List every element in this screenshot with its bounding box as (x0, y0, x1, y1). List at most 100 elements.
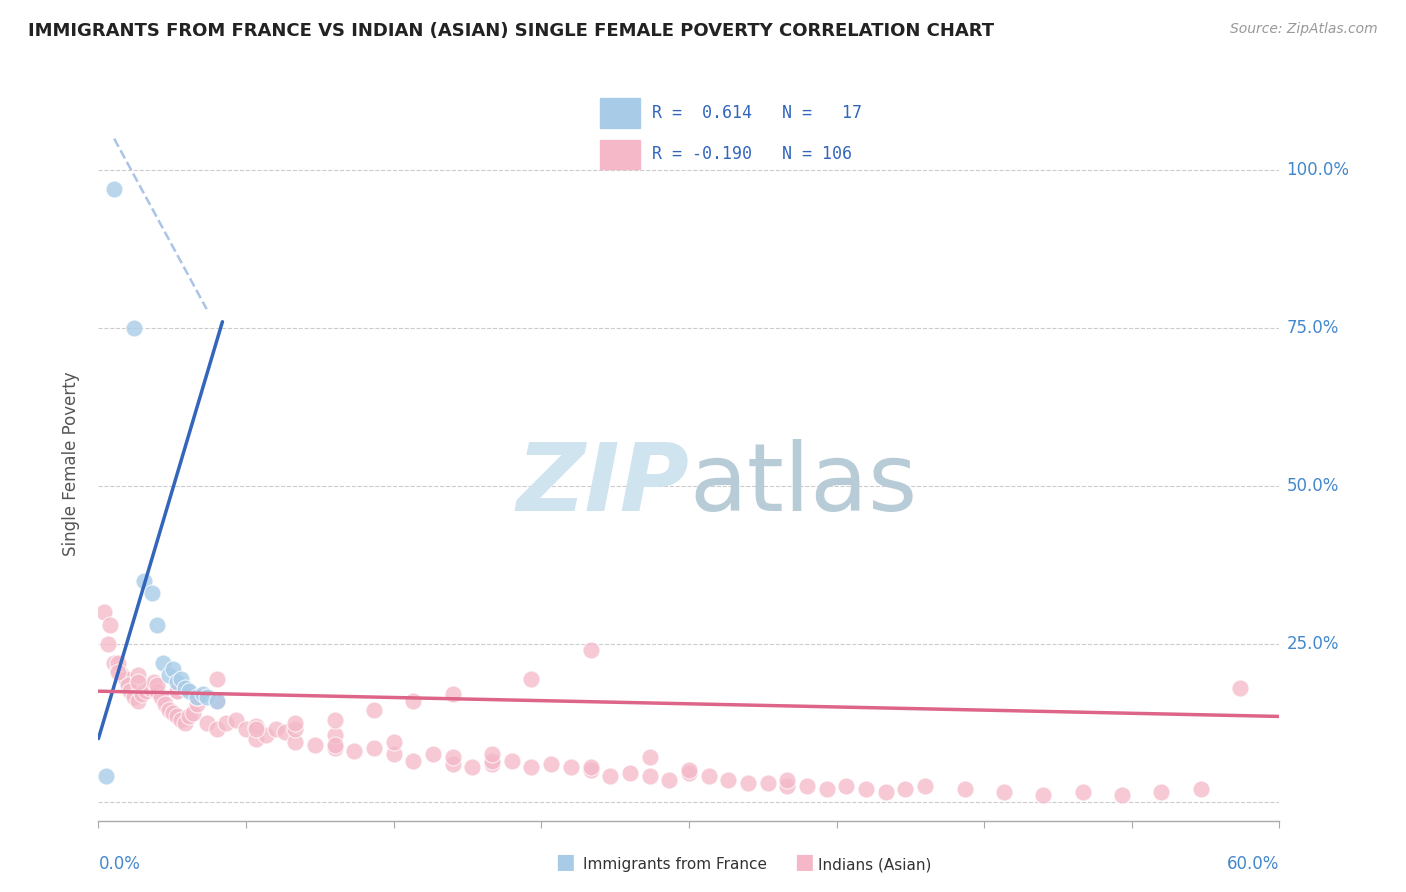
Point (619, 766, 641, 780)
Point (274, 725, 297, 739)
Text: 60.0%: 60.0% (1227, 855, 1279, 873)
Point (135, 684, 157, 698)
Point (678, 766, 700, 780)
Point (186, 690, 208, 705)
Point (1189, 782, 1212, 797)
Point (157, 668, 180, 682)
Point (599, 769, 621, 783)
Point (481, 756, 503, 771)
Text: ZIP: ZIP (516, 439, 689, 532)
Point (181, 706, 204, 721)
Point (441, 756, 464, 771)
Point (132, 574, 155, 588)
Point (150, 690, 173, 705)
Point (245, 731, 267, 746)
Text: R = -0.190   N = 106: R = -0.190 N = 106 (652, 145, 852, 163)
Point (245, 722, 267, 736)
Point (678, 763, 700, 777)
Bar (600, 140, 640, 169)
Point (481, 754, 503, 768)
Point (107, 656, 129, 670)
Point (441, 687, 464, 701)
Text: IMMIGRANTS FROM FRANCE VS INDIAN (ASIAN) SINGLE FEMALE POVERTY CORRELATION CHART: IMMIGRANTS FROM FRANCE VS INDIAN (ASIAN)… (28, 22, 994, 40)
Point (97, 637, 120, 651)
Point (127, 674, 149, 689)
Point (579, 643, 602, 657)
Text: atlas: atlas (689, 439, 917, 532)
Point (186, 697, 208, 711)
Text: 50.0%: 50.0% (1286, 477, 1339, 495)
Text: 0.0%: 0.0% (98, 855, 141, 873)
Text: ■: ■ (555, 853, 575, 872)
Bar (600, 98, 640, 128)
Point (205, 672, 228, 686)
Point (894, 782, 917, 797)
Point (815, 782, 838, 797)
Point (177, 709, 200, 723)
Point (914, 779, 936, 793)
Text: 100.0%: 100.0% (1286, 161, 1350, 179)
Y-axis label: Single Female Poverty: Single Female Poverty (62, 372, 80, 556)
Point (284, 722, 307, 736)
Text: Source: ZipAtlas.com: Source: ZipAtlas.com (1230, 22, 1378, 37)
Text: Immigrants from France: Immigrants from France (583, 857, 768, 872)
Point (993, 785, 1015, 799)
Point (579, 763, 602, 777)
Point (737, 776, 759, 790)
Point (304, 738, 326, 752)
Point (284, 715, 307, 730)
Point (141, 586, 163, 600)
Point (402, 693, 425, 707)
Point (191, 687, 214, 701)
Point (186, 690, 208, 705)
Point (205, 722, 228, 736)
Point (343, 744, 366, 758)
Point (560, 760, 582, 774)
Point (756, 776, 779, 790)
Point (402, 754, 425, 768)
Point (157, 703, 180, 717)
Point (697, 769, 720, 783)
Point (146, 618, 169, 632)
Point (254, 728, 277, 742)
Point (717, 772, 740, 787)
Point (323, 728, 346, 742)
Point (520, 672, 543, 686)
Point (205, 693, 228, 707)
Text: ■: ■ (794, 853, 814, 872)
Point (93, 605, 115, 619)
Point (195, 715, 218, 730)
Point (174, 715, 197, 730)
Point (520, 760, 543, 774)
Point (166, 684, 188, 698)
Point (103, 182, 125, 196)
Point (875, 785, 897, 799)
Point (382, 735, 405, 749)
Point (98, 618, 121, 632)
Point (363, 741, 385, 756)
Point (835, 779, 858, 793)
Text: 75.0%: 75.0% (1286, 319, 1339, 337)
Point (162, 662, 184, 676)
Text: R =  0.614   N =   17: R = 0.614 N = 17 (652, 103, 862, 122)
Point (1111, 789, 1133, 803)
Point (166, 684, 188, 698)
Point (152, 656, 174, 670)
Text: 25.0%: 25.0% (1286, 635, 1339, 653)
Point (264, 722, 287, 736)
Point (1229, 681, 1251, 695)
Point (540, 756, 562, 771)
Point (284, 735, 307, 749)
Text: Indians (Asian): Indians (Asian) (818, 857, 932, 872)
Point (166, 674, 188, 689)
Point (131, 687, 153, 701)
Point (638, 769, 661, 783)
Point (1071, 785, 1094, 799)
Point (382, 747, 405, 762)
Point (215, 715, 238, 730)
Point (1032, 789, 1054, 803)
Point (111, 668, 134, 682)
Point (146, 678, 169, 692)
Point (776, 772, 799, 787)
Point (225, 713, 247, 727)
